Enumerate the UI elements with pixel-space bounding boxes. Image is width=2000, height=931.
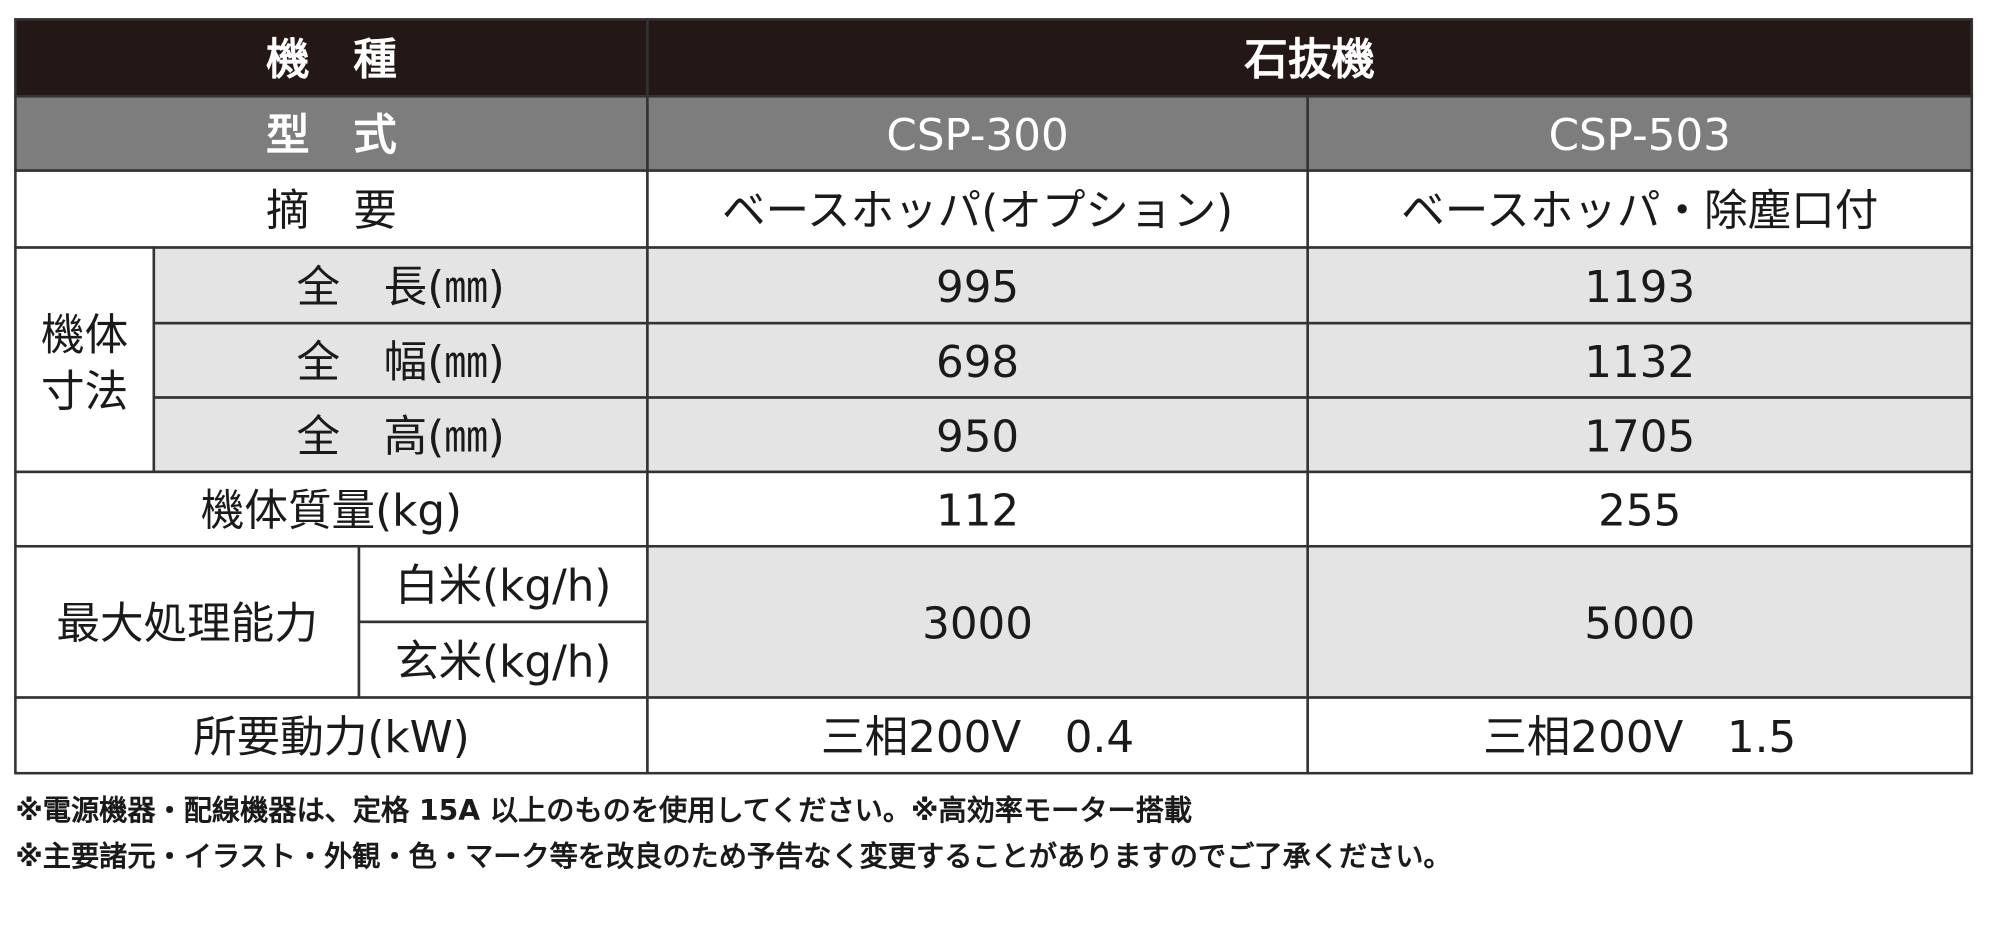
- cell: [1306, 169, 1974, 249]
- cell: [14, 18, 649, 98]
- row-label: 摘 要: [266, 187, 397, 237]
- cell: [1306, 246, 1974, 325]
- cell: [152, 321, 649, 399]
- header-value: 石抜機: [1244, 35, 1375, 85]
- row-value: 3000: [922, 599, 1033, 649]
- group-label: 機体寸法: [41, 311, 128, 417]
- row-label: 最大処理能力: [56, 599, 317, 649]
- row-value: 698: [936, 338, 1019, 388]
- cell: [1306, 470, 1974, 548]
- row-value: 1705: [1584, 412, 1695, 462]
- row-value: 255: [1598, 487, 1681, 537]
- row-label: 所要動力(kW): [193, 713, 470, 763]
- row-value: 950: [936, 412, 1019, 462]
- cell: [646, 18, 1974, 98]
- row-label: 機体質量(kg): [201, 487, 462, 537]
- sub-label: 玄米(kg/h): [395, 637, 611, 687]
- cell: [646, 321, 1309, 399]
- cell: [646, 544, 1309, 699]
- cell: [646, 396, 1309, 474]
- cell: [646, 696, 1309, 775]
- row-value: 1132: [1584, 338, 1695, 388]
- cell: [357, 544, 649, 624]
- sub-label: 白米(kg/h): [395, 562, 611, 612]
- cell: [14, 94, 649, 172]
- cell: [1306, 321, 1974, 399]
- note: ※主要諸元・イラスト・外観・色・マーク等を改良のため予告なく変更することがありま…: [15, 840, 1451, 873]
- row-value: 995: [936, 263, 1019, 313]
- cell: [357, 620, 649, 699]
- row-value: 5000: [1584, 599, 1695, 649]
- cell: [14, 169, 649, 249]
- row-value: ベースホッパ・除塵口付: [1401, 187, 1878, 237]
- row-label: 全 高(㎜): [296, 412, 504, 462]
- model-name: CSP-300: [886, 111, 1068, 161]
- cell: [1306, 396, 1974, 474]
- header-label: 機 種: [266, 35, 397, 85]
- cell: [1306, 544, 1974, 699]
- cell: [152, 246, 649, 325]
- cell: [14, 696, 649, 775]
- row-value: 三相200V 1.5: [1483, 713, 1796, 763]
- row-value: 112: [936, 487, 1019, 537]
- note: ※電源機器・配線機器は、定格 15A 以上のものを使用してください。※高効率モー…: [15, 794, 1192, 827]
- row-label: 全 長(㎜): [296, 263, 504, 313]
- cell: [1306, 696, 1974, 775]
- row-value: 三相200V 0.4: [821, 713, 1134, 763]
- row-value: ベースホッパ(オプション): [722, 187, 1233, 237]
- model-name: CSP-503: [1549, 111, 1731, 161]
- model-label: 型 式: [266, 111, 397, 161]
- row-label: 全 幅(㎜): [296, 338, 504, 388]
- cell: [646, 246, 1309, 325]
- row-value: 1193: [1584, 263, 1695, 313]
